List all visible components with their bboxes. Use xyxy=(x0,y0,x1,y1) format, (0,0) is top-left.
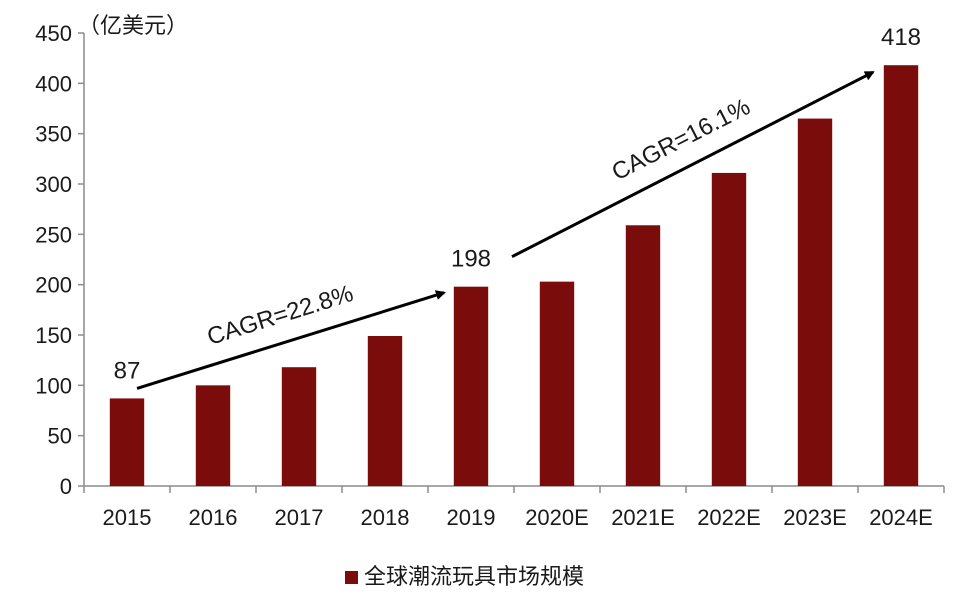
x-tick-label: 2022E xyxy=(697,505,761,530)
cagr-arrow xyxy=(136,290,446,390)
y-tick-label: 50 xyxy=(48,424,72,449)
y-tick-label: 200 xyxy=(35,273,72,298)
y-tick-label: 100 xyxy=(35,373,72,398)
y-tick-label: 250 xyxy=(35,222,72,247)
bar xyxy=(109,398,145,486)
x-tick-label: 2024E xyxy=(869,505,933,530)
x-tick-label: 2020E xyxy=(525,505,589,530)
data-label: 87 xyxy=(114,357,141,384)
bar xyxy=(883,65,919,487)
bar xyxy=(539,281,575,486)
x-tick-label: 2018 xyxy=(361,505,410,530)
y-axis: 0 50 100 150 200 250 300 350 400 450 xyxy=(35,21,85,499)
unit-label: （亿美元） xyxy=(78,14,188,39)
y-tick-label: 350 xyxy=(35,122,72,147)
bar xyxy=(367,336,403,486)
x-tick-label: 2015 xyxy=(103,505,152,530)
bar xyxy=(195,385,231,486)
x-tick-label: 2021E xyxy=(611,505,675,530)
x-axis: 2015 2016 2017 2018 2019 2020E 2021E 2022E 2023E… xyxy=(83,485,945,530)
bar xyxy=(797,118,833,487)
bar xyxy=(711,172,747,486)
data-label: 198 xyxy=(451,246,491,273)
x-tick-label: 2023E xyxy=(783,505,847,530)
bar xyxy=(625,225,661,487)
cagr-label: CAGR=22.8% xyxy=(204,280,357,351)
legend: 全球潮流玩具市场规模 xyxy=(345,565,584,590)
y-tick-label: 450 xyxy=(35,21,72,46)
cagr-arrow xyxy=(511,70,875,259)
legend-label: 全球潮流玩具市场规模 xyxy=(364,565,584,590)
bar xyxy=(281,367,317,486)
x-tick-label: 2017 xyxy=(275,505,324,530)
y-tick-label: 0 xyxy=(60,474,72,499)
legend-swatch xyxy=(345,571,358,584)
x-tick-label: 2016 xyxy=(189,505,238,530)
y-tick-label: 400 xyxy=(35,71,72,96)
data-label: 418 xyxy=(881,24,921,51)
y-tick-label: 150 xyxy=(35,323,72,348)
x-tick-label: 2019 xyxy=(447,505,496,530)
data-labels: 87 198 418 xyxy=(114,24,921,384)
cagr-annotations: CAGR=22.8% CAGR=16.1% xyxy=(136,70,875,390)
y-tick-label: 300 xyxy=(35,172,72,197)
cagr-label: CAGR=16.1% xyxy=(608,93,755,186)
bar xyxy=(453,286,489,486)
bar-series xyxy=(109,65,919,487)
